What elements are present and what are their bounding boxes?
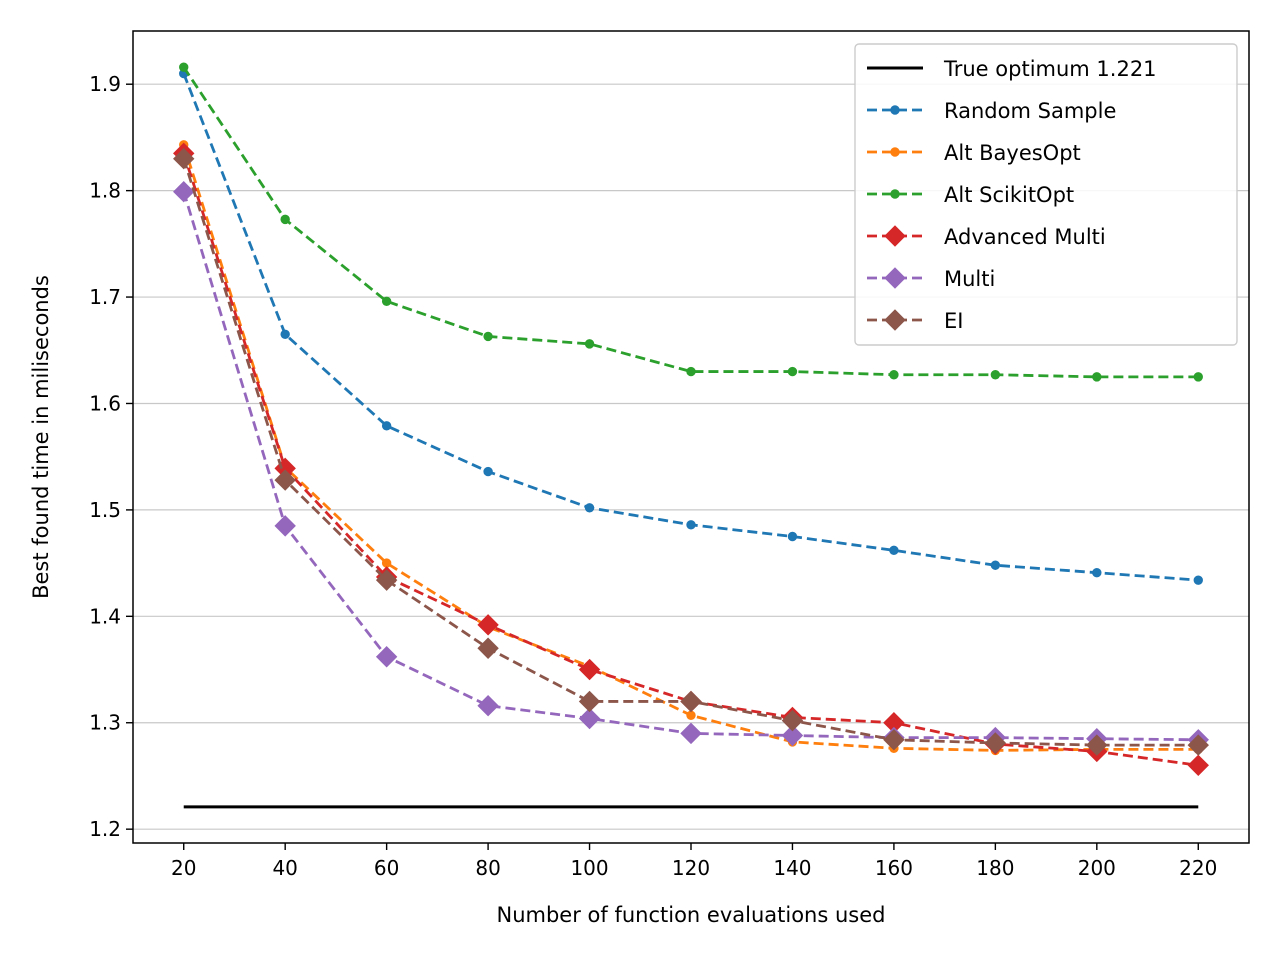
- data-point: [280, 329, 290, 340]
- x-tick-label: 200: [1078, 856, 1116, 880]
- data-point: [686, 520, 696, 530]
- data-point: [686, 710, 696, 720]
- y-tick-label: 1.5: [89, 498, 121, 522]
- legend-marker: [890, 189, 900, 199]
- legend: True optimum 1.221 Random Sample Alt Bayes…: [854, 43, 1238, 346]
- data-point: [173, 147, 195, 170]
- data-point: [1187, 734, 1209, 756]
- x-tick-label: 220: [1179, 856, 1217, 880]
- data-point: [787, 531, 798, 542]
- legend-label: Random Sample: [944, 99, 1116, 123]
- legend-box: [854, 43, 1238, 346]
- data-point: [274, 515, 296, 537]
- x-tick-label: 140: [773, 856, 811, 880]
- data-point: [889, 370, 899, 380]
- legend-label: EI: [944, 309, 963, 333]
- data-point: [280, 214, 290, 225]
- data-point: [781, 724, 804, 747]
- x-axis-label: Number of function evaluations used: [497, 903, 886, 927]
- data-point: [578, 690, 601, 713]
- series-line: [182, 66, 1199, 379]
- series-line: [182, 152, 1199, 767]
- legend-label: Alt ScikitOpt: [944, 183, 1074, 207]
- data-point: [1193, 372, 1203, 382]
- y-tick-label: 1.8: [89, 179, 121, 203]
- legend-entry: Alt ScikitOpt: [867, 183, 1074, 207]
- data-point: [584, 503, 595, 513]
- y-tick-label: 1.3: [89, 711, 121, 735]
- data-point: [1092, 567, 1102, 578]
- legend-marker: [884, 225, 906, 247]
- data-point: [1193, 575, 1203, 585]
- legend-entry: Advanced Multi: [867, 225, 1106, 249]
- data-point: [483, 466, 493, 477]
- legend-entry: True optimum 1.221: [867, 57, 1157, 81]
- series-ei: [173, 147, 1209, 756]
- legend-entry: Alt BayesOpt: [867, 141, 1081, 165]
- data-point: [889, 545, 899, 556]
- data-point: [375, 646, 398, 668]
- y-axis-label: Best found time in miliseconds: [29, 275, 53, 599]
- series-random-sample: [179, 68, 1203, 585]
- data-point: [375, 569, 398, 591]
- data-point: [381, 558, 392, 568]
- data-point: [483, 331, 493, 342]
- legend-marker: [890, 105, 900, 115]
- data-point: [477, 614, 499, 636]
- y-tick-label: 1.2: [89, 817, 121, 841]
- ticks: 1.2 1.3 1.4 1.5 1.6 1.7 1.8 1.9 20 40 60 80 100 120 14…: [89, 72, 1217, 880]
- data-point: [883, 729, 905, 751]
- data-point: [477, 695, 499, 717]
- legend-marker: [884, 309, 906, 331]
- x-tick-label: 40: [272, 856, 297, 880]
- data-point: [686, 366, 696, 377]
- x-tick-label: 60: [374, 856, 399, 880]
- legend-entry: Random Sample: [867, 99, 1116, 123]
- x-tick-label: 180: [976, 856, 1014, 880]
- legend-label: Advanced Multi: [944, 225, 1106, 249]
- data-point: [990, 560, 1001, 570]
- y-tick-label: 1.7: [89, 285, 121, 309]
- data-point: [578, 658, 601, 681]
- data-point: [1187, 754, 1209, 777]
- data-point: [984, 732, 1007, 754]
- data-point: [381, 296, 392, 307]
- data-point: [179, 62, 189, 72]
- y-tick-label: 1.6: [89, 391, 121, 415]
- x-tick-label: 20: [171, 856, 196, 880]
- legend-label: Alt BayesOpt: [944, 141, 1081, 165]
- y-tick-label: 1.9: [89, 72, 121, 96]
- x-tick-label: 100: [570, 856, 608, 880]
- series-layer: [173, 62, 1209, 809]
- data-point: [274, 469, 296, 491]
- data-point: [173, 180, 195, 203]
- x-tick-label: 80: [475, 856, 500, 880]
- data-point: [1092, 372, 1102, 382]
- data-point: [1086, 734, 1108, 756]
- data-point: [381, 421, 392, 431]
- y-tick-label: 1.4: [89, 604, 121, 628]
- legend-entry: EI: [867, 309, 963, 333]
- data-point: [781, 709, 804, 732]
- legend-marker: [890, 147, 900, 157]
- data-point: [584, 339, 595, 349]
- data-point: [680, 722, 702, 745]
- x-tick-label: 120: [672, 856, 710, 880]
- data-point: [680, 690, 702, 713]
- legend-entry: Multi: [867, 267, 995, 291]
- data-point: [578, 707, 601, 730]
- legend-label: True optimum 1.221: [943, 57, 1157, 81]
- legend-marker: [884, 267, 906, 289]
- data-point: [477, 637, 499, 659]
- legend-label: Multi: [944, 267, 995, 291]
- data-point: [990, 370, 1001, 380]
- x-tick-label: 160: [875, 856, 913, 880]
- series-alt-scikitopt: [179, 62, 1203, 382]
- data-point: [787, 366, 798, 377]
